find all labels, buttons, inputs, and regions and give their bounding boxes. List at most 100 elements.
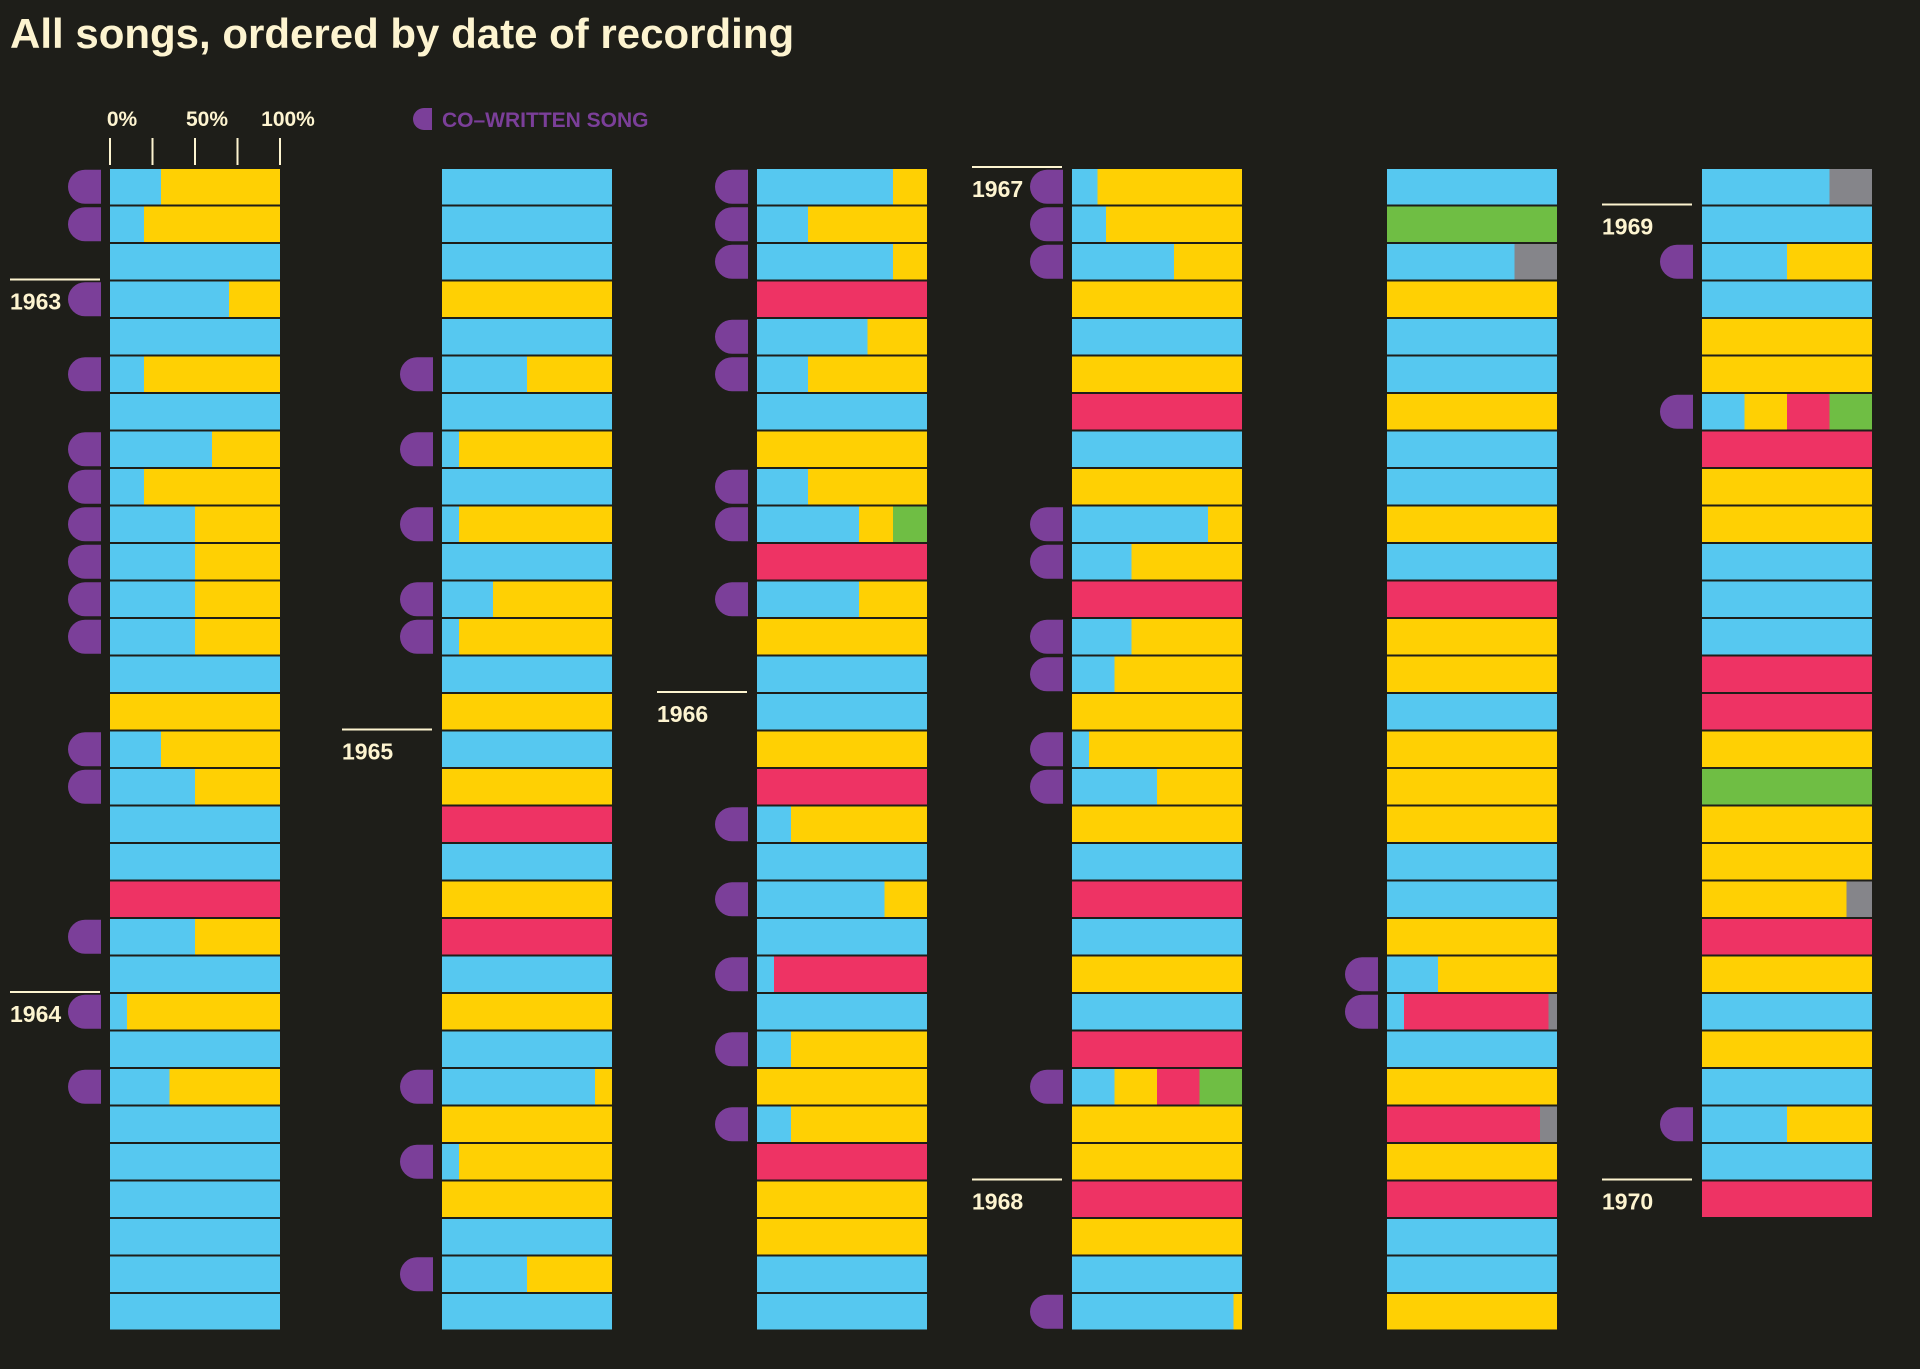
song-bar [442, 994, 612, 1030]
song-bar [1072, 844, 1242, 880]
song-bar [715, 881, 927, 917]
song-bar [1072, 319, 1242, 355]
year-label: 1965 [342, 739, 393, 765]
column-6: 1969 1970 [1602, 169, 1872, 1217]
song-bar [1387, 619, 1557, 655]
cowrite-marker-icon [68, 994, 101, 1029]
song-bar [68, 1069, 280, 1105]
bar-segment-b [757, 1106, 791, 1142]
bar-segment-y [595, 1069, 612, 1105]
bar-segment-p [1702, 919, 1872, 955]
song-bar [110, 694, 280, 730]
bar-segment-y [442, 994, 612, 1030]
song-bar [1702, 1181, 1872, 1217]
song-bar [1702, 206, 1872, 242]
bar-segment-b [110, 506, 195, 542]
year-label: 1964 [10, 1001, 61, 1027]
column-5 [1345, 169, 1557, 1330]
song-bar [1702, 1069, 1872, 1105]
bar-segment-y [1131, 544, 1242, 580]
song-bar [1072, 581, 1242, 617]
song-bar [1072, 1256, 1242, 1292]
bar-segment-b [442, 1069, 595, 1105]
year-label: 1969 [1602, 214, 1653, 240]
song-bar [110, 1294, 280, 1330]
bar-segment-b [757, 956, 774, 992]
song-bar [715, 206, 927, 242]
song-bar [1702, 769, 1872, 805]
bar-segment-b [110, 769, 195, 805]
song-bar [1387, 206, 1557, 242]
bar-segment-b [110, 844, 280, 880]
bar-segment-y [1072, 806, 1242, 842]
bar-segment-y [161, 731, 280, 767]
bar-segment-b [110, 244, 280, 280]
bar-segment-g [1702, 769, 1872, 805]
bar-segment-b [110, 206, 144, 242]
song-bar [757, 394, 927, 430]
bar-segment-y [442, 694, 612, 730]
cowrite-marker-icon [400, 507, 433, 542]
song-bar [1387, 731, 1557, 767]
bar-segment-b [1702, 581, 1872, 617]
bar-segment-gr [1846, 881, 1872, 917]
bar-segment-b [1072, 731, 1089, 767]
cowrite-marker-icon [1030, 1294, 1063, 1329]
bar-segment-b [1387, 1219, 1557, 1255]
song-bar [1387, 844, 1557, 880]
bar-segment-y [1072, 1106, 1242, 1142]
song-bar [1072, 281, 1242, 317]
song-bar [1387, 244, 1557, 280]
song-bar [1387, 1294, 1557, 1330]
bar-segment-y [757, 731, 927, 767]
cowrite-marker-icon [715, 582, 748, 617]
song-bar [757, 1069, 927, 1105]
song-bar [715, 581, 927, 617]
cowrite-marker-icon [1030, 207, 1063, 242]
bar-segment-b [757, 581, 859, 617]
bar-segment-y [1072, 694, 1242, 730]
cowrite-marker-icon [1660, 244, 1693, 279]
song-bar [400, 356, 612, 392]
song-bar [1030, 244, 1242, 280]
tick-label-100: 100% [261, 108, 315, 131]
bar-segment-p [1072, 394, 1242, 430]
bar-segment-y [1233, 1294, 1242, 1330]
bar-segment-b [1072, 506, 1208, 542]
cowrite-marker-icon [715, 169, 748, 204]
cowrite-marker-icon [68, 582, 101, 617]
song-bar [1072, 1031, 1242, 1067]
song-bar [442, 844, 612, 880]
cowrite-marker-icon [68, 207, 101, 242]
song-bar [442, 319, 612, 355]
bar-segment-b [757, 1256, 927, 1292]
song-bar [68, 581, 280, 617]
bar-segment-b [1702, 281, 1872, 317]
song-bar [1702, 619, 1872, 655]
bar-segment-y [808, 356, 927, 392]
cowrite-marker-icon [68, 282, 101, 317]
bar-segment-b [1387, 431, 1557, 467]
bar-segment-b [442, 1144, 459, 1180]
song-bar [715, 356, 927, 392]
legend-label: CO–WRITTEN SONG [442, 109, 649, 132]
bar-segment-b [1702, 206, 1872, 242]
bar-segment-b [110, 1219, 280, 1255]
bar-segment-y [1702, 319, 1872, 355]
song-bar [442, 244, 612, 280]
bar-segment-y [1702, 844, 1872, 880]
song-bar [1702, 844, 1872, 880]
bar-segment-b [757, 656, 927, 692]
song-bar [110, 956, 280, 992]
song-bar [442, 169, 612, 205]
year-label: 1966 [657, 701, 708, 727]
cowrite-marker-icon [1030, 657, 1063, 692]
song-bar [442, 394, 612, 430]
bar-segment-b [442, 656, 612, 692]
bar-segment-y [859, 581, 927, 617]
bar-segment-b [1387, 956, 1438, 992]
cowrite-marker-icon [1660, 394, 1693, 429]
bar-segment-b [1387, 844, 1557, 880]
bar-segment-y [212, 431, 280, 467]
bar-segment-b [110, 1031, 280, 1067]
